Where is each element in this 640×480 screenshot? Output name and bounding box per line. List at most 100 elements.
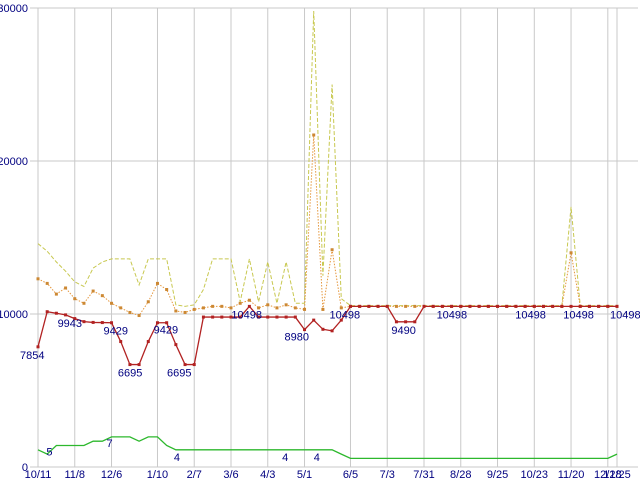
data-label: 8980 xyxy=(285,332,309,344)
data-point-marker xyxy=(597,304,601,308)
data-point-marker xyxy=(146,340,150,344)
y-axis-tick-labels: 0 10000 20000 30000 xyxy=(0,3,28,474)
data-point-marker xyxy=(394,304,398,308)
data-labels: 7854 9943 9429 6695 9429 6695 10498 8980 10498 94… xyxy=(20,309,640,463)
x-tick-label: 12/18 xyxy=(594,469,622,480)
series-orange-dotted-line xyxy=(37,134,617,317)
data-point-marker xyxy=(303,328,307,332)
data-label: 7 xyxy=(107,438,113,450)
data-label: 9429 xyxy=(104,326,128,338)
data-point-marker xyxy=(155,321,159,325)
y-tick-label: 20000 xyxy=(0,156,28,168)
data-point-marker xyxy=(165,288,169,292)
data-point-marker xyxy=(110,321,114,325)
data-label: 9429 xyxy=(154,325,178,337)
data-point-marker xyxy=(413,320,417,324)
data-point-marker xyxy=(220,304,224,308)
data-point-marker xyxy=(440,304,444,308)
data-point-marker xyxy=(229,306,233,310)
data-point-marker xyxy=(174,309,178,313)
data-point-marker xyxy=(119,340,123,344)
data-label: 9490 xyxy=(391,325,415,337)
data-point-marker xyxy=(569,251,573,255)
data-point-marker xyxy=(293,315,297,319)
x-tick-label: 7/31 xyxy=(413,469,434,480)
x-tick-label: 12/6 xyxy=(101,469,122,480)
data-point-marker xyxy=(91,289,95,293)
data-point-marker xyxy=(45,281,49,285)
data-point-marker xyxy=(45,310,49,314)
data-point-marker xyxy=(165,321,169,325)
data-point-marker xyxy=(64,286,68,290)
data-point-marker xyxy=(303,307,307,311)
x-tick-label: 12/25 xyxy=(603,469,631,480)
data-point-marker xyxy=(385,304,389,308)
data-point-marker xyxy=(201,315,205,319)
data-point-marker xyxy=(275,315,279,319)
data-point-marker xyxy=(238,301,242,305)
x-tick-label: 11/20 xyxy=(558,469,585,480)
data-point-marker xyxy=(404,320,408,324)
data-point-marker xyxy=(183,310,187,314)
data-point-marker xyxy=(394,320,398,324)
data-label: 10498 xyxy=(563,309,594,321)
data-point-marker xyxy=(64,313,68,317)
data-point-marker xyxy=(330,329,334,333)
data-point-marker xyxy=(431,304,435,308)
y-tick-label: 0 xyxy=(22,462,28,474)
data-label: 10498 xyxy=(515,309,546,321)
gridlines xyxy=(30,7,638,468)
data-label: 10498 xyxy=(231,309,262,321)
x-tick-label: 4/3 xyxy=(260,469,275,480)
data-point-marker xyxy=(587,304,591,308)
data-point-marker xyxy=(293,306,297,310)
data-point-marker xyxy=(91,320,95,324)
data-point-marker xyxy=(486,304,490,308)
data-point-marker xyxy=(477,304,481,308)
data-point-marker xyxy=(284,303,288,307)
data-point-marker xyxy=(330,248,334,252)
data-point-marker xyxy=(376,304,380,308)
data-label: 7854 xyxy=(20,350,44,362)
series-green-low xyxy=(37,436,618,460)
data-point-marker xyxy=(36,345,40,349)
data-point-marker xyxy=(266,315,270,319)
data-point-marker xyxy=(211,304,215,308)
x-tick-label: 3/6 xyxy=(223,469,238,480)
data-label: 4 xyxy=(282,452,288,464)
data-point-marker xyxy=(247,304,251,308)
series-yellow-dashed-max xyxy=(37,11,617,307)
data-point-marker xyxy=(128,363,132,367)
data-point-marker xyxy=(110,301,114,305)
data-point-marker xyxy=(404,304,408,308)
data-point-marker xyxy=(413,304,417,308)
data-point-marker xyxy=(578,304,582,308)
data-label: 10498 xyxy=(437,309,468,321)
data-point-marker xyxy=(201,306,205,310)
data-point-marker xyxy=(422,304,426,308)
data-point-marker xyxy=(82,320,86,324)
data-point-marker xyxy=(174,343,178,347)
data-point-marker xyxy=(257,306,261,310)
data-point-marker xyxy=(505,304,509,308)
data-point-marker xyxy=(560,304,564,308)
data-label: 10498 xyxy=(329,309,360,321)
data-point-marker xyxy=(54,311,58,315)
data-point-marker xyxy=(229,315,233,319)
data-point-marker xyxy=(358,304,362,308)
data-point-marker xyxy=(312,133,316,137)
series-red-main-markers xyxy=(36,304,619,367)
data-point-marker xyxy=(541,304,545,308)
series-yellow-dashed-max-line xyxy=(37,11,617,307)
x-tick-label: 10/11 xyxy=(25,469,52,480)
data-point-marker xyxy=(339,306,343,310)
data-point-marker xyxy=(211,315,215,319)
data-point-marker xyxy=(73,317,77,321)
data-point-marker xyxy=(450,304,454,308)
data-label: 6695 xyxy=(118,368,142,380)
data-label: 4 xyxy=(314,452,320,464)
data-point-marker xyxy=(146,300,150,304)
data-point-marker xyxy=(514,304,518,308)
data-point-marker xyxy=(284,315,288,319)
series-red-main-line xyxy=(37,305,617,366)
